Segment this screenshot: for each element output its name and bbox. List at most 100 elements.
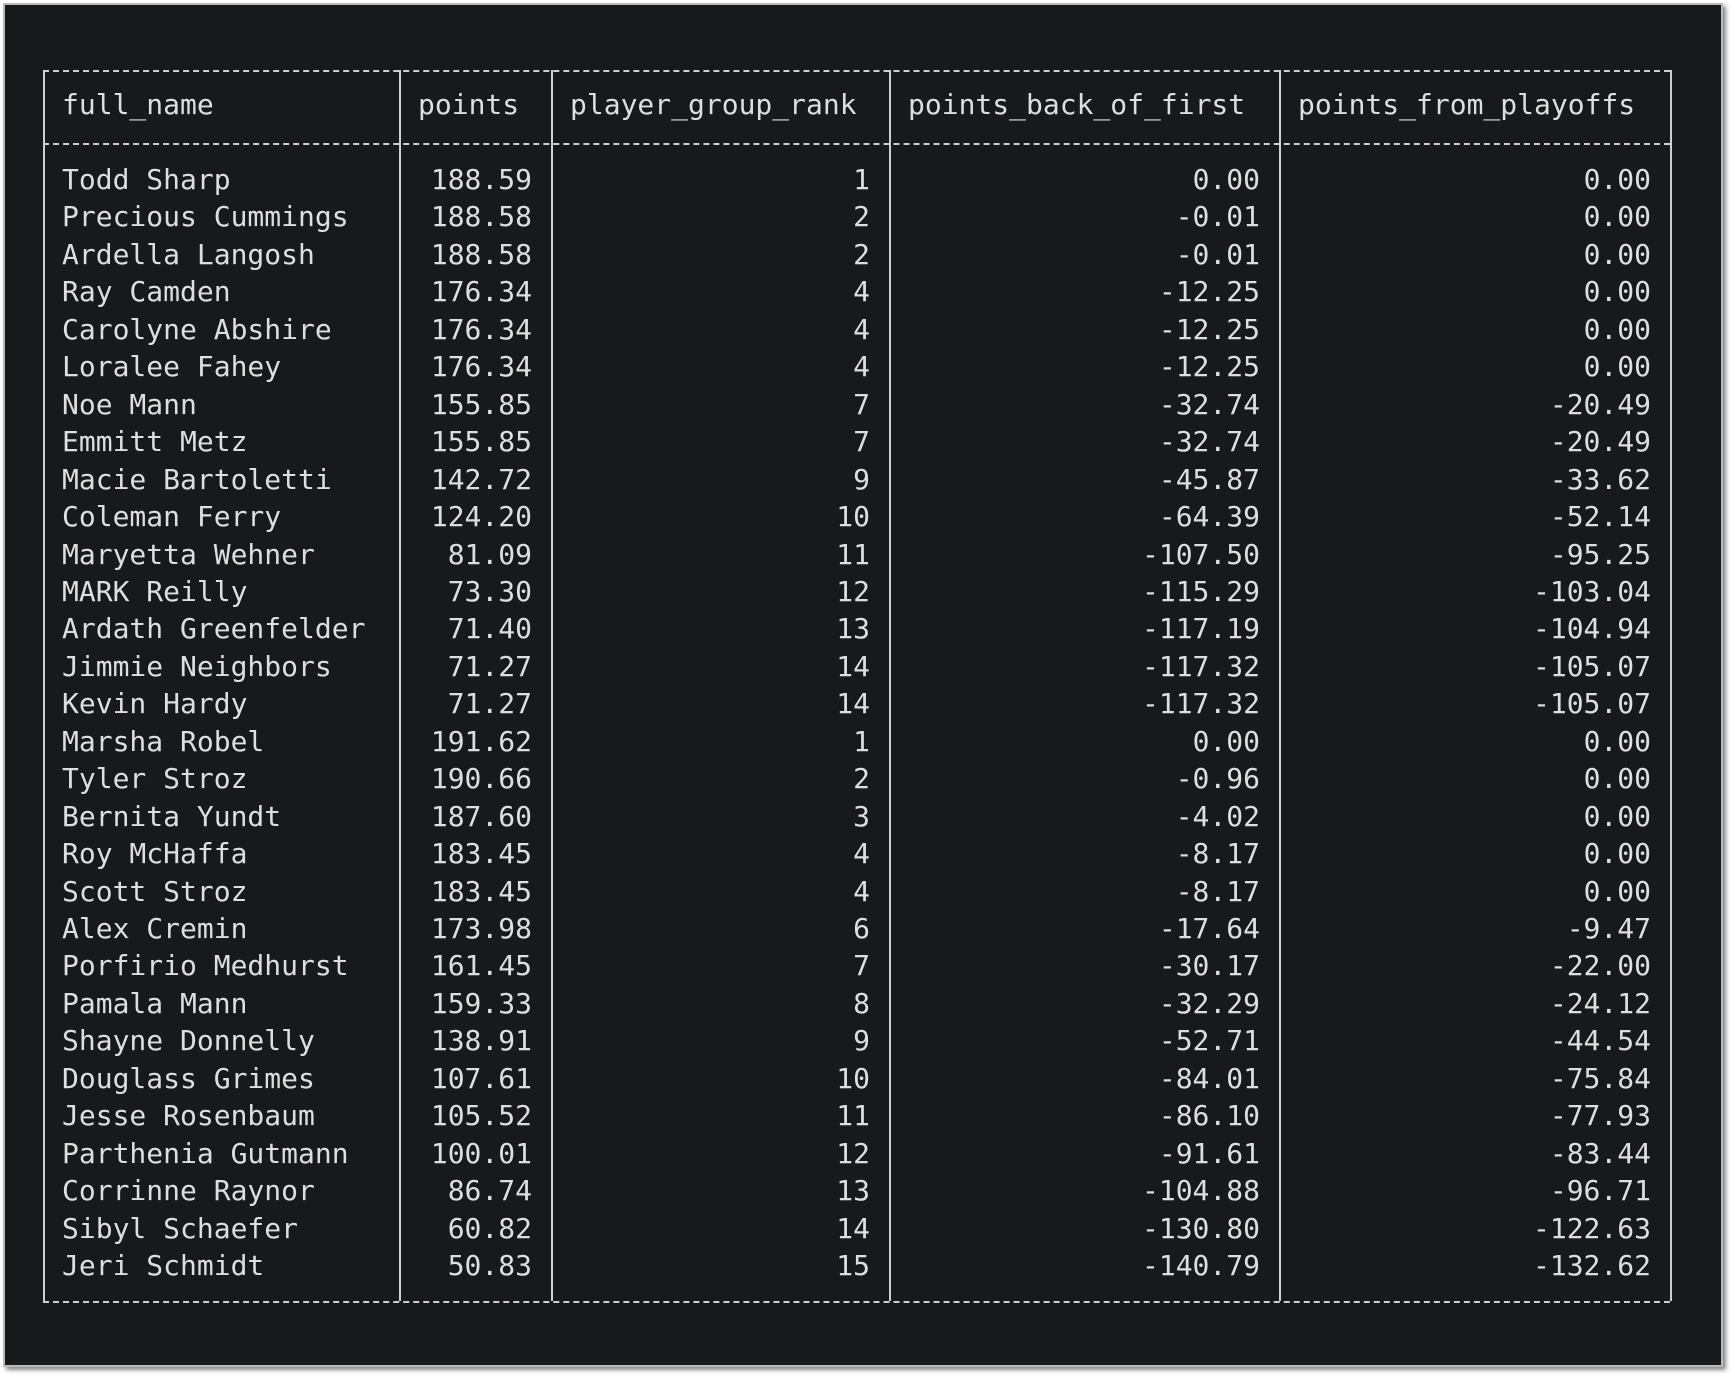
table-cell: 71.27	[447, 649, 532, 683]
player-name: Loralee Fahey	[62, 350, 282, 384]
table-cell: -96.71	[1549, 1174, 1651, 1208]
table-cell: 14	[836, 1211, 870, 1245]
table-cell: 100.01	[430, 1136, 532, 1170]
table-cell: -103.04	[1532, 574, 1651, 608]
table-cell: 13	[836, 612, 870, 646]
table-cell: 2	[853, 762, 870, 796]
table-cell: 7	[853, 425, 870, 459]
table-cell: -122.63	[1532, 1211, 1651, 1245]
table-cell: 0.00	[1583, 275, 1651, 309]
column-header: points_back_of_first	[908, 88, 1246, 121]
table-cell: -117.19	[1141, 612, 1260, 646]
table-cell: -0.96	[1175, 762, 1260, 796]
table-cell: 0.00	[1583, 163, 1651, 196]
table-cell: -12.25	[1158, 312, 1260, 346]
table-cell: 2	[853, 237, 870, 271]
table-cell: -95.25	[1549, 537, 1651, 571]
player-name: Macie Bartoletti	[62, 462, 332, 496]
table-cell: 12	[836, 574, 870, 608]
table-cell: 0.00	[1583, 762, 1651, 796]
table-cell: -45.87	[1158, 462, 1260, 496]
player-name: Roy McHaffa	[62, 837, 248, 871]
player-name: Sibyl Schaefer	[62, 1211, 299, 1245]
column-separator	[399, 70, 401, 1301]
player-name: Douglass Grimes	[62, 1061, 315, 1095]
table-cell: -33.62	[1549, 462, 1651, 496]
table-cell: 124.20	[430, 500, 532, 534]
table-cell: -8.17	[1175, 874, 1260, 908]
table-cell: 14	[836, 687, 870, 721]
table-cell: 2	[853, 200, 870, 234]
player-name: Bernita Yundt	[62, 799, 282, 833]
table-cell: -117.32	[1141, 687, 1260, 721]
table-cell: 11	[836, 1099, 870, 1133]
player-name: Coleman Ferry	[62, 500, 282, 534]
column-header: player_group_rank	[570, 88, 857, 121]
player-name: Alex Cremin	[62, 912, 248, 945]
player-name: Jimmie Neighbors	[62, 649, 332, 683]
table-cell: 7	[853, 387, 870, 421]
player-name: Porfirio Medhurst	[62, 949, 349, 983]
table-cell: -91.61	[1158, 1136, 1260, 1170]
player-name: Noe Mann	[62, 387, 197, 421]
table-cell: -12.25	[1158, 350, 1260, 384]
table-cell: 0.00	[1583, 837, 1651, 871]
table-cell: 7	[853, 949, 870, 983]
table-cell: 183.45	[430, 837, 532, 871]
player-name: Todd Sharp	[62, 163, 231, 196]
table-cell: 6	[853, 912, 870, 945]
terminal: full_name points player_group_rank points_b…	[3, 3, 1723, 1367]
table-cell: -30.17	[1158, 949, 1260, 983]
table-cell: 191.62	[430, 724, 532, 758]
table-cell: -32.74	[1158, 387, 1260, 421]
table-cell: -32.29	[1158, 986, 1260, 1020]
table-cell: 176.34	[430, 275, 532, 309]
table-cell: 71.27	[447, 687, 532, 721]
table-cell: -17.64	[1158, 912, 1260, 945]
player-name: Ray Camden	[62, 275, 231, 309]
table-cell: -83.44	[1549, 1136, 1651, 1170]
table-cell: 0.00	[1583, 312, 1651, 346]
table-cell: -105.07	[1532, 649, 1651, 683]
table-cell: 0.00	[1583, 799, 1651, 833]
column-separator	[551, 70, 553, 1301]
player-name: Scott Stroz	[62, 874, 248, 908]
table-cell: 0.00	[1583, 350, 1651, 384]
table-cell: -115.29	[1141, 574, 1260, 608]
table-cell: 10	[836, 1061, 870, 1095]
table-cell: 107.61	[430, 1061, 532, 1095]
table-cell: -130.80	[1141, 1211, 1260, 1245]
column-header: points_from_playoffs	[1298, 88, 1636, 121]
table-cell: 9	[853, 1024, 870, 1058]
table-cell: 13	[836, 1174, 870, 1208]
table-cell: 86.74	[447, 1174, 532, 1208]
table-cell: -52.14	[1549, 500, 1651, 534]
table-cell: 12	[836, 1136, 870, 1170]
table-cell: -86.10	[1158, 1099, 1260, 1133]
player-name: Kevin Hardy	[62, 687, 248, 721]
table-cell: 0.00	[1192, 724, 1260, 758]
player-name: Ardella Langosh	[62, 237, 315, 271]
table-cell: 190.66	[430, 762, 532, 796]
table-cell: 4	[853, 874, 870, 908]
table-cell: 3	[853, 799, 870, 833]
table-cell: 4	[853, 350, 870, 384]
table-cell: 8	[853, 986, 870, 1020]
column-separator	[889, 70, 891, 1301]
column-separator	[1279, 70, 1281, 1301]
table-cell: 4	[853, 837, 870, 871]
table-cell: 0.00	[1583, 874, 1651, 908]
table-cell: -12.25	[1158, 275, 1260, 309]
table-cell: 188.58	[430, 200, 532, 234]
table-cell: -107.50	[1141, 537, 1260, 571]
player-name: Ardath Greenfelder	[62, 612, 366, 646]
table-cell: 187.60	[430, 799, 532, 833]
table-cell: 60.82	[447, 1211, 532, 1245]
table-border	[43, 1300, 1670, 1303]
table-cell: 4	[853, 312, 870, 346]
table-cell: -105.07	[1532, 687, 1651, 721]
table-cell: -9.47	[1566, 912, 1651, 945]
table-cell: -75.84	[1549, 1061, 1651, 1095]
table-cell: 9	[853, 462, 870, 496]
player-name: MARK Reilly	[62, 574, 248, 608]
